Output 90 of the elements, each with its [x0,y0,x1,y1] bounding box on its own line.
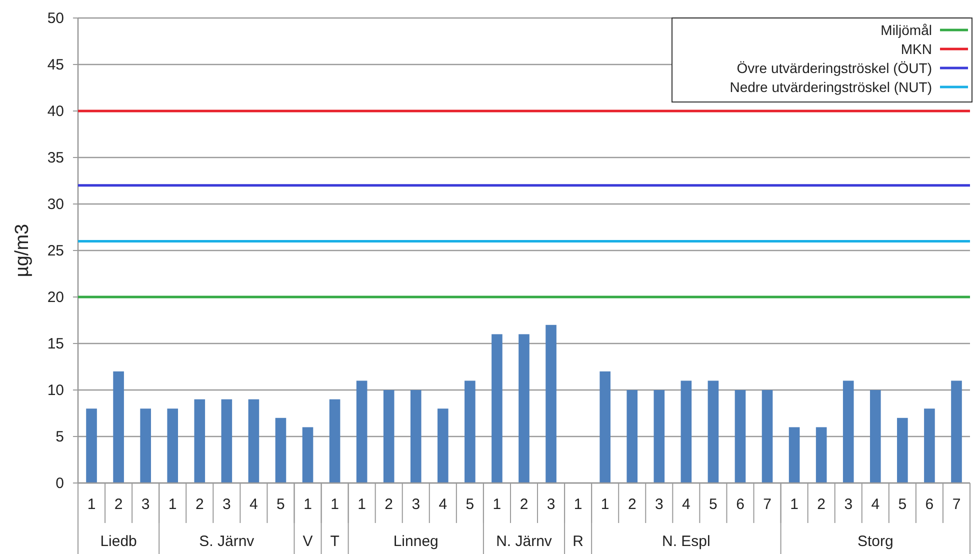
bar [626,390,638,483]
x-tick-label: 2 [195,496,204,513]
x-tick-label: 1 [790,496,798,513]
x-tick-label: 5 [276,496,285,513]
x-tick-label: 3 [222,496,231,513]
y-tick-label: 15 [47,336,64,352]
bar [951,380,962,483]
y-tick-label: 20 [47,289,64,306]
x-tick-label: 3 [654,496,664,513]
x-tick-label: 6 [736,496,744,513]
x-tick-label: 1 [600,496,610,513]
bar [167,408,178,483]
x-tick-label: 7 [952,496,961,513]
bar [113,371,124,483]
x-tick-label: 2 [628,496,636,513]
y-tick-label: 45 [47,56,64,74]
bar [492,334,502,483]
bar [248,399,260,483]
bar [762,390,773,483]
x-tick-label: 6 [925,496,934,513]
y-axis-title: µg/m3 [12,224,33,278]
text: N. Espl [662,533,710,550]
bar [464,380,476,483]
bar [708,380,719,483]
bar [924,408,935,483]
bar [275,418,286,483]
legend-label: Övre utvärderingströskel (ÖUT) [736,60,932,76]
legend-label: Miljömål [880,22,932,38]
x-tick-label: 3 [141,496,150,513]
bar [518,334,530,483]
text: Storg [857,533,894,550]
bar [654,390,665,483]
text: V [302,533,313,550]
y-tick-label: 35 [47,150,64,166]
bar [86,408,97,483]
x-tick-label: 4 [438,496,448,513]
legend-label: Nedre utvärderingströskel (NUT) [730,79,932,95]
x-tick-label: 4 [682,496,690,513]
bar [600,371,610,483]
x-tick-label: 1 [304,496,312,513]
x-tick-label: 4 [871,496,880,513]
y-tick-label: 0 [56,475,64,492]
bar [302,427,314,483]
text: R [572,533,584,550]
text: Linneg [393,533,438,550]
x-tick-label: 1 [358,496,366,513]
bar [356,380,368,483]
bar [897,418,908,483]
y-tick-label: 40 [47,103,64,120]
bar [329,399,340,483]
bar [546,324,556,483]
x-tick-label: 5 [466,496,474,513]
y-tick-label: 25 [47,242,64,260]
x-tick-label: 3 [412,496,420,513]
x-tick-label: 2 [520,496,528,513]
text: T [330,533,340,550]
bar [221,399,232,483]
y-tick-label: 10 [47,382,64,399]
bar [680,380,692,483]
x-tick-label: 4 [250,496,258,513]
x-tick-label: 1 [330,496,339,513]
text: N. Järnv [496,533,552,550]
x-tick-label: 2 [384,496,394,513]
bar [383,390,394,483]
bar [410,390,422,483]
x-tick-label: 3 [844,496,853,513]
x-tick-label: 7 [763,496,772,513]
bar [816,427,827,483]
bar [194,399,206,483]
y-tick-label: 5 [56,428,64,446]
x-tick-label: 3 [546,496,556,513]
y-tick-label: 50 [47,10,64,27]
x-tick-label: 5 [709,496,718,513]
bar [438,408,448,483]
bar [870,390,881,483]
bar [734,390,746,483]
text: S. Järnv [199,533,255,550]
x-tick-label: 5 [898,496,907,513]
x-tick-label: 1 [87,496,96,513]
y-tick-label: 30 [47,196,64,213]
text: Liedb [100,533,137,550]
bar [842,380,854,483]
x-tick-label: 1 [168,496,177,513]
x-tick-label: 2 [114,496,123,513]
x-tick-label: 1 [574,496,582,513]
x-tick-label: 2 [817,496,826,513]
bar [140,408,151,483]
x-tick-label: 1 [492,496,502,513]
bar [788,427,800,483]
legend-label: MKN [900,41,932,57]
